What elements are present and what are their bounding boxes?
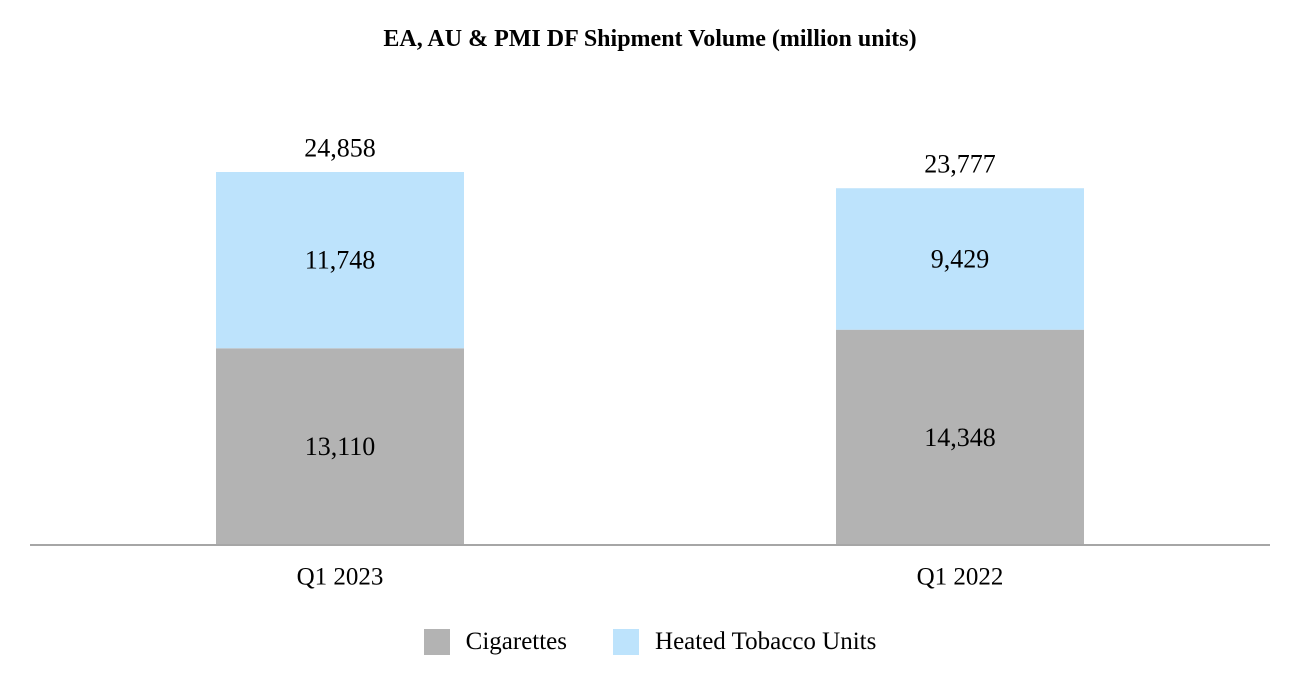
legend-swatch-heated-tobacco-units [613,629,640,655]
data-label-cigarettes-q1-2022: 14,348 [924,423,996,452]
bar-heated-tobacco-units-q1-2022 [836,188,1084,330]
labels-layer: 13,110 11,748 24,858 14,348 9,429 23,777 [304,134,996,462]
legend-item-cigarettes: Cigarettes [423,628,568,656]
legend-label-cigarettes: Cigarettes [465,628,568,655]
category-labels: Q1 2023 Q1 2022 [297,564,1004,591]
legend-item-heated-tobacco-units: Heated Tobacco Units [613,628,876,656]
legend-label-heated-tobacco-units: Heated Tobacco Units [655,628,877,655]
bar-cigarettes-q1-2023 [216,348,464,545]
bars-layer [216,172,1084,545]
data-label-heated-tobacco-units-q1-2022: 9,429 [931,244,990,273]
bar-cigarettes-q1-2022 [836,329,1084,545]
legend: Cigarettes Heated Tobacco Units [0,628,1300,656]
chart-title: EA, AU & PMI DF Shipment Volume (million… [383,26,917,52]
data-label-heated-tobacco-units-q1-2023: 11,748 [305,246,376,275]
bar-heated-tobacco-units-q1-2023 [216,172,464,349]
total-label-q1-2022: 23,777 [924,150,996,179]
total-label-q1-2023: 24,858 [304,134,376,163]
category-label-q1-2022: Q1 2022 [917,564,1004,591]
legend-swatch-cigarettes [423,629,450,655]
data-label-cigarettes-q1-2023: 13,110 [305,432,376,461]
category-label-q1-2023: Q1 2023 [297,564,384,591]
